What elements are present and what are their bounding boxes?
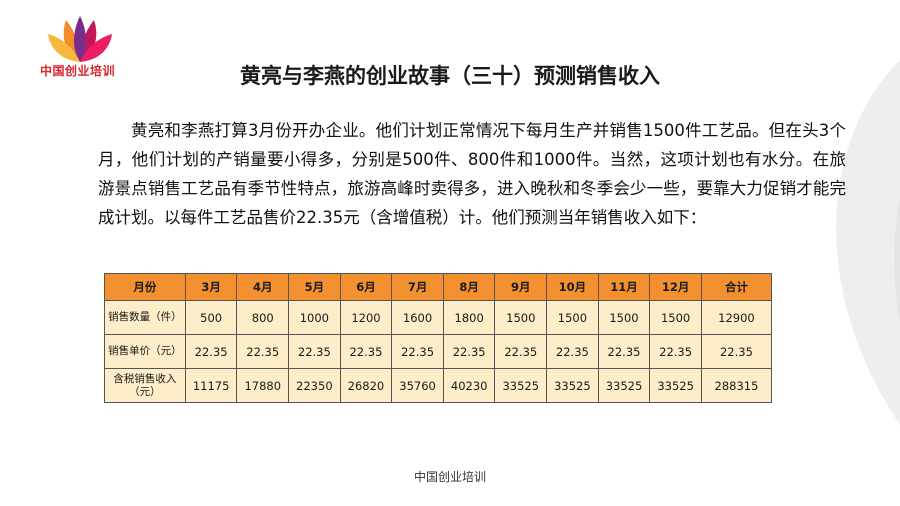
table-cell: 33525	[546, 368, 599, 403]
table-cell: 22.35	[184, 334, 238, 369]
sales-forecast-table: 月份 3月 4月 5月 6月 7月 8月 9月 10月 11月 12月 合计 销…	[104, 273, 773, 403]
table-cell: 22.35	[649, 334, 702, 369]
header-cell: 8月	[442, 273, 496, 301]
table-row: 销售数量（件） 500 800 1000 1200 1600 1800 1500…	[104, 300, 773, 335]
table-cell: 1500	[597, 300, 651, 335]
header-cell: 月份	[104, 273, 186, 301]
table-cell: 288315	[700, 368, 773, 403]
footer-text: 中国创业培训	[413, 470, 486, 484]
header-cell: 5月	[288, 273, 341, 301]
table-cell: 33525	[597, 368, 651, 403]
table-cell: 22.35	[546, 334, 599, 369]
row-label: 含税销售收入（元）	[104, 368, 186, 403]
table-cell: 33525	[649, 368, 702, 403]
table-cell: 40230	[442, 368, 496, 403]
table-cell: 22.35	[339, 334, 393, 369]
table-cell: 22.35	[288, 334, 341, 369]
row-label: 销售单价（元）	[104, 334, 186, 369]
header-cell: 11月	[597, 273, 651, 301]
table-cell: 1500	[494, 300, 548, 335]
table-cell: 1200	[339, 300, 393, 335]
table-header-row: 月份 3月 4月 5月 6月 7月 8月 9月 10月 11月 12月 合计	[104, 273, 773, 301]
table-cell: 11175	[184, 368, 238, 403]
table-cell: 1500	[546, 300, 599, 335]
table-cell: 22.35	[494, 334, 548, 369]
row-label: 销售数量（件）	[104, 300, 186, 335]
table-cell: 35760	[391, 368, 444, 403]
table-cell: 1800	[442, 300, 496, 335]
table-cell: 1600	[391, 300, 444, 335]
table-cell: 500	[184, 300, 238, 335]
table-cell: 800	[236, 300, 290, 335]
table-cell: 22.35	[597, 334, 651, 369]
petal-logo-icon	[48, 16, 112, 62]
table-cell: 22.35	[236, 334, 290, 369]
header-cell: 9月	[494, 273, 548, 301]
header-cell: 6月	[339, 273, 393, 301]
header-cell: 12月	[649, 273, 702, 301]
decorative-background-swoosh	[836, 60, 900, 425]
header-cell: 4月	[236, 273, 290, 301]
table-row: 含税销售收入（元） 11175 17880 22350 26820 35760 …	[104, 368, 773, 403]
header-cell: 10月	[546, 273, 599, 301]
slide-title: 黄亮与李燕的创业故事（三十）预测销售收入	[240, 64, 660, 88]
table-cell: 22350	[288, 368, 341, 403]
table-cell: 33525	[494, 368, 548, 403]
table-cell: 26820	[339, 368, 393, 403]
header-cell: 合计	[700, 273, 773, 301]
table-cell: 12900	[700, 300, 773, 335]
logo-text: 中国创业培训	[40, 64, 116, 78]
table-cell: 1000	[288, 300, 341, 335]
company-logo	[36, 14, 124, 84]
table-cell: 22.35	[391, 334, 444, 369]
table-cell: 1500	[649, 300, 702, 335]
header-cell: 7月	[391, 273, 444, 301]
table-row: 销售单价（元） 22.35 22.35 22.35 22.35 22.35 22…	[104, 334, 773, 369]
story-paragraph: 黄亮和李燕打算3月份开办企业。他们计划正常情况下每月生产并销售1500件工艺品。…	[98, 121, 846, 227]
table-cell: 22.35	[442, 334, 496, 369]
header-cell: 3月	[184, 273, 238, 301]
table-cell: 22.35	[700, 334, 773, 369]
table-cell: 17880	[236, 368, 290, 403]
